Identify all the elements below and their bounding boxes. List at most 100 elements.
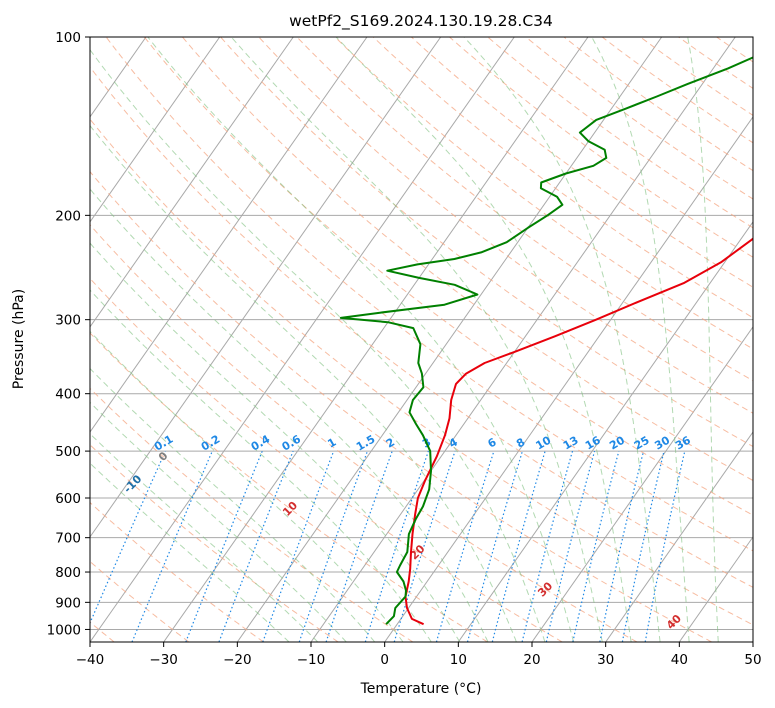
moist-adiabat-line (90, 330, 404, 642)
dry-adiabat-line (90, 224, 638, 642)
plot-frame (89, 36, 754, 643)
mixing-ratio-label: 30 (652, 433, 672, 452)
dry-adiabat-line (601, 37, 753, 144)
dry-adiabat-label: 40 (664, 612, 684, 632)
isotherm-line (457, 221, 753, 642)
isotherm-line (678, 536, 753, 642)
x-tick-label: 50 (744, 652, 761, 668)
moist-adiabat-line (90, 48, 546, 642)
isotherm-line (384, 115, 753, 642)
isotherm-line (752, 641, 753, 642)
dry-adiabat-label: 10 (280, 499, 300, 519)
y-tick-label: 700 (55, 531, 81, 547)
x-tick-label: 40 (671, 652, 688, 668)
y-tick-label: 400 (55, 387, 81, 403)
mixing-ratio-label: 20 (607, 433, 627, 452)
isotherm-line (605, 431, 753, 642)
dry-adiabat-line (411, 37, 753, 288)
mixing-ratio-line (393, 450, 456, 642)
x-tick-label: 20 (523, 652, 540, 668)
isotherm-line (90, 37, 442, 538)
isotherm-line (90, 37, 294, 328)
y-tick-label: 100 (55, 30, 81, 46)
mixing-ratio-label: 6 (486, 435, 499, 450)
mixing-ratio-label: 4 (447, 435, 460, 450)
mixing-ratio-line (435, 450, 495, 642)
y-tick-label: 1000 (47, 622, 81, 638)
mixing-ratio-label: 0.4 (249, 432, 273, 453)
dry-adiabat-line (90, 444, 339, 642)
mixing-ratio-line (644, 450, 686, 642)
grid-lines (90, 37, 753, 642)
mixing-ratio-label: 1 (325, 436, 338, 451)
moist-adiabats (90, 37, 719, 642)
mixing-ratio-line (599, 450, 645, 642)
moist-adiabat-line (147, 37, 575, 642)
moist-adiabat-line (687, 37, 719, 642)
mixing-ratio-label: 25 (632, 434, 652, 453)
isotherm-line (90, 37, 515, 642)
line-labels: 0.10.20.40.611.52346810131620253036-100-… (11, 425, 693, 632)
dry-adiabat-line (90, 170, 712, 642)
mixing-ratio-line (491, 450, 546, 642)
dewpoint-line (339, 56, 753, 625)
dry-adiabat-line (143, 37, 753, 516)
mixing-ratio-line (131, 450, 213, 642)
dry-adiabat-line (90, 560, 190, 642)
x-tick-label: 30 (597, 652, 614, 668)
isotherm-line (236, 37, 663, 642)
mixing-ratio-line (325, 450, 393, 642)
isotherm-line (90, 37, 368, 433)
y-axis-label: Pressure (hPa) (11, 289, 27, 389)
dry-adiabat-line (105, 37, 753, 552)
x-axis-ticks: −40 −30 −20 −10 0 10 20 30 40 50 (76, 642, 762, 668)
y-tick-label: 900 (55, 595, 81, 611)
moist-adiabat-line (90, 124, 517, 642)
dry-adiabat-line (449, 37, 753, 258)
dry-adiabat-line (182, 37, 753, 482)
mixing-ratio-line (521, 450, 574, 642)
mixing-ratio-line (185, 450, 263, 642)
dry-adiabat-line (678, 37, 753, 89)
dry-adiabat-line (90, 387, 414, 642)
mixing-ratio-label: 1.5 (354, 433, 377, 454)
x-tick-label: −20 (223, 652, 252, 668)
dry-adiabat-line (90, 332, 488, 642)
temperature-line (404, 237, 753, 626)
mixing-ratio-line (298, 450, 368, 642)
x-tick-label: 0 (380, 652, 389, 668)
dry-adiabat-line (220, 37, 753, 448)
dry-adiabat-line (90, 66, 753, 588)
mixing-ratio-label: 16 (583, 433, 603, 452)
mixing-ratio-line (262, 450, 335, 642)
isotherm-line (163, 37, 589, 642)
dry-adiabat-line (90, 501, 264, 642)
y-tick-label: 800 (55, 565, 81, 581)
dry-adiabat-line (640, 37, 753, 116)
moist-adiabat-line (90, 188, 489, 642)
moist-adiabat-line (90, 462, 290, 642)
isotherm-line (310, 37, 736, 642)
dry-adiabats (90, 37, 753, 642)
mixing-ratio-lines (90, 450, 686, 642)
y-axis-ticks: 100 200 300 400 500 600 700 800 900 1000 (47, 30, 90, 638)
x-tick-label: −40 (76, 652, 105, 668)
mixing-ratio-line (466, 450, 523, 642)
isotherm-line (531, 326, 753, 642)
isotherm-line (90, 37, 221, 223)
dry-adiabat-line (90, 277, 563, 642)
x-axis-label: Temperature (°C) (360, 681, 482, 697)
x-tick-label: −30 (149, 652, 178, 668)
mixing-ratio-line (90, 450, 166, 625)
y-tick-label: 200 (55, 208, 81, 224)
moist-adiabat-line (90, 367, 376, 642)
dry-adiabat-label: -10 (121, 472, 144, 495)
mixing-ratio-label: 0.1 (152, 433, 175, 454)
dry-adiabat-line (258, 37, 753, 414)
chart-title: wetPf2_S169.2024.130.19.28.C34 (289, 12, 553, 31)
moist-adiabat-line (591, 37, 690, 642)
mixing-ratio-line (572, 450, 620, 642)
y-tick-label: 600 (55, 491, 81, 507)
dry-adiabat-label: -20 (11, 425, 34, 448)
